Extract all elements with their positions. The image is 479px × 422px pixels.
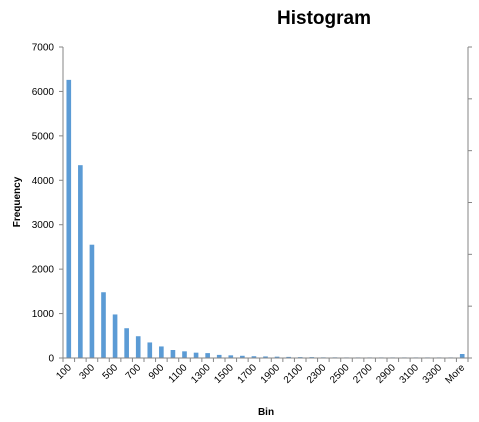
x-tick-label: 1900 [259, 362, 283, 386]
y-tick-label: 7000 [32, 43, 55, 54]
bar [263, 356, 268, 358]
x-tick-label: 900 [147, 362, 167, 382]
x-tick-label: 3100 [398, 362, 422, 386]
x-tick-label: 1700 [236, 362, 260, 386]
x-axis: 100 300 500 700 900 1100 1300 1500 1700 1900 2100 2… [54, 357, 469, 386]
y-tick-label: 6000 [32, 87, 55, 98]
x-axis-label: Bin [258, 407, 274, 418]
x-tick-label: 1500 [212, 362, 236, 386]
x-tick-label: 100 [54, 362, 74, 382]
x-tick-label: More [443, 362, 467, 386]
y-tick-label: 0 [48, 354, 54, 365]
x-tick-label: 1300 [189, 362, 213, 386]
x-tick-label: 2100 [282, 362, 306, 386]
y-axis-label: Frequency [12, 176, 23, 227]
bar [228, 355, 234, 358]
bar [274, 356, 280, 358]
bar [286, 356, 291, 358]
bar [147, 342, 153, 358]
bar [216, 354, 222, 358]
bar [240, 355, 245, 358]
bar [205, 353, 210, 358]
bar [135, 336, 141, 358]
bar [124, 328, 129, 358]
chart-title: Histogram [277, 8, 371, 29]
x-tick-label: 2300 [305, 362, 329, 386]
bar [182, 351, 187, 358]
bar [459, 354, 465, 358]
y-tick-label: 3000 [32, 220, 55, 231]
x-tick-label: 700 [124, 362, 144, 382]
bar [112, 314, 118, 358]
x-tick-label: 2900 [374, 362, 398, 386]
x-tick-label: 300 [77, 362, 97, 382]
x-tick-label: 2500 [328, 362, 352, 386]
bar [78, 165, 83, 358]
y-tick-label: 5000 [32, 131, 55, 142]
bar [193, 352, 199, 358]
x-tick-label: 2700 [351, 362, 375, 386]
bar [159, 346, 164, 358]
bar [66, 79, 72, 359]
y-tick-label: 1000 [32, 309, 55, 320]
y-tick-label: 2000 [32, 265, 55, 276]
y-axis: 0 1000 2000 3000 4000 5000 6000 7000 [32, 43, 64, 365]
bar [101, 292, 106, 358]
bar [251, 356, 257, 358]
bar [170, 350, 176, 358]
x-tick-label: 500 [101, 362, 121, 382]
bars [66, 79, 465, 359]
bar [89, 244, 95, 358]
secondary-axis [467, 46, 472, 359]
x-tick-label: 1100 [167, 362, 190, 385]
x-tick-label: 3300 [421, 362, 445, 386]
y-tick-label: 4000 [32, 176, 55, 187]
